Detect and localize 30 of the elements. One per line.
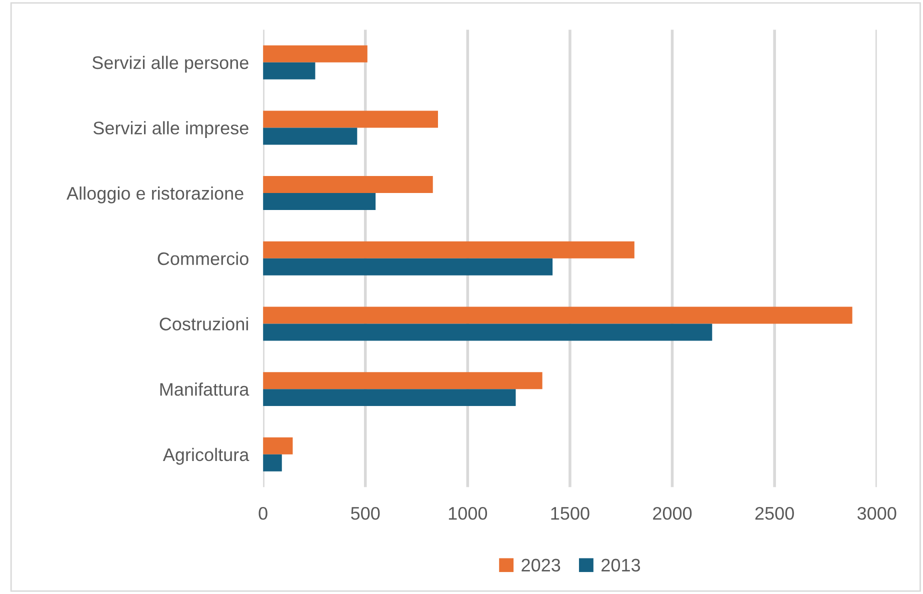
bar xyxy=(263,193,376,210)
bar xyxy=(263,437,293,454)
x-tick-label: 1500 xyxy=(551,507,590,520)
bar xyxy=(263,389,516,406)
bar xyxy=(263,176,433,194)
x-tick-label: 2500 xyxy=(755,507,794,520)
bar xyxy=(263,241,634,258)
y-tick-label: Commercio xyxy=(158,252,248,266)
bar xyxy=(263,258,553,276)
x-tick-label: 1000 xyxy=(448,507,488,520)
bar xyxy=(263,45,368,62)
y-tick-label: Costruzioni xyxy=(160,317,248,330)
y-tick-label: Alloggio e ristorazione xyxy=(66,186,244,204)
bar xyxy=(263,324,712,341)
bar xyxy=(263,110,438,128)
x-tick-label: 3000 xyxy=(857,507,896,520)
x-tick-label: 0 xyxy=(258,507,268,520)
legend-label: 2023 xyxy=(522,558,560,572)
y-tick-label: Manifattura xyxy=(160,382,250,396)
x-tick-label: 500 xyxy=(351,507,380,520)
legend-label: 2013 xyxy=(602,558,640,572)
y-tick-label: Servizi alle imprese xyxy=(93,121,248,138)
bar xyxy=(263,454,282,472)
y-tick-label: Agricoltura xyxy=(162,448,250,465)
bar xyxy=(263,372,542,390)
bar xyxy=(263,128,358,145)
bar xyxy=(263,62,316,80)
y-tick-label: Servizi alle persone xyxy=(92,56,248,73)
bar xyxy=(263,306,852,324)
x-tick-label: 2000 xyxy=(653,507,692,520)
